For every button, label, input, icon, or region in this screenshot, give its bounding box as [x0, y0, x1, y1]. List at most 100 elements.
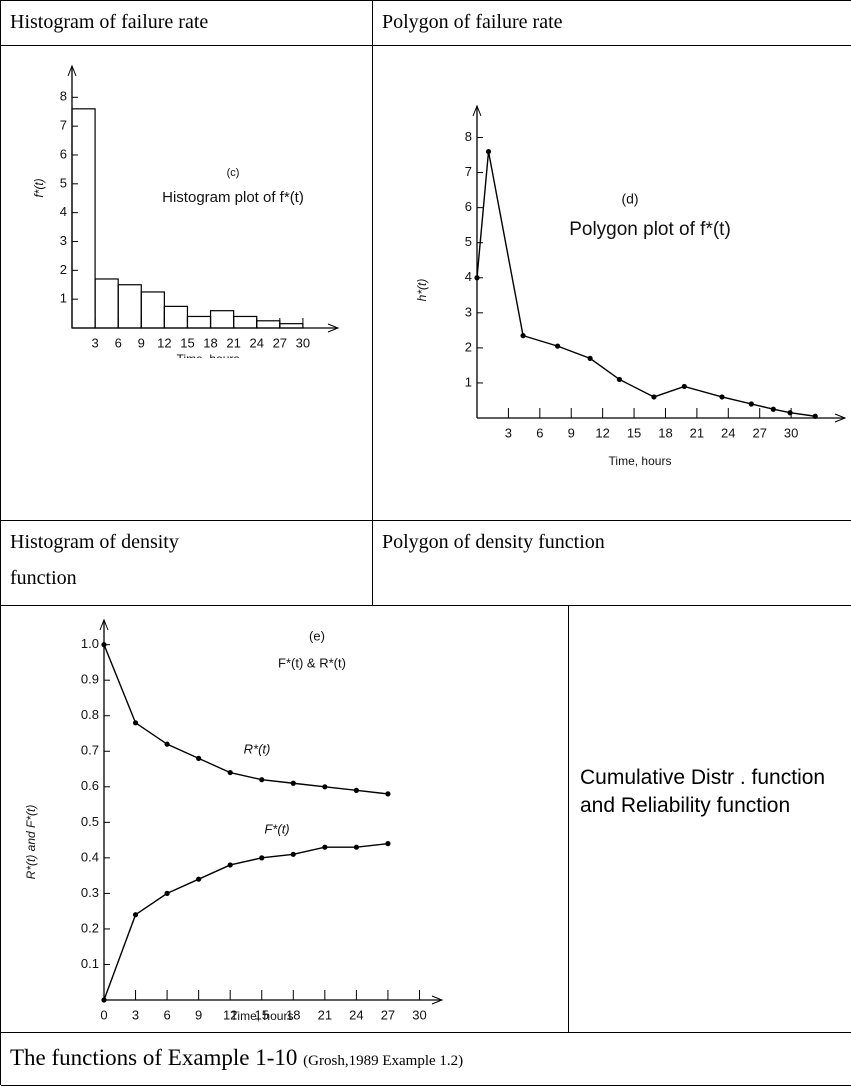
y-tick-label: 1.0 [81, 636, 99, 651]
y-tick-label: 2 [60, 262, 67, 277]
point [101, 997, 107, 1003]
x-tick-label: 3 [132, 1007, 139, 1022]
y-tick-label: 0.9 [81, 672, 99, 687]
y-tick-label: 0.2 [81, 920, 99, 935]
point [196, 876, 202, 882]
x-tick-label: 21 [690, 425, 704, 440]
y-tick-label: 0.7 [81, 743, 99, 758]
y-tick-label: 1 [465, 374, 472, 389]
cell: Polygon of density function [373, 521, 851, 606]
point [353, 787, 359, 793]
point [651, 394, 657, 400]
x-tick-label: 18 [203, 335, 217, 350]
x-tick-label: 15 [255, 1007, 269, 1022]
series-label: F*(t) [264, 821, 289, 836]
arrow [431, 995, 444, 1005]
point [290, 851, 296, 857]
y-tick-label: 2 [465, 339, 472, 354]
point [485, 148, 492, 155]
line [103, 842, 389, 1001]
arrow [834, 413, 847, 423]
x-tick-label: 12 [595, 425, 609, 440]
point [101, 642, 107, 648]
x-tick-label: 18 [286, 1007, 300, 1022]
point [587, 355, 593, 361]
y-tick-label: 6 [465, 199, 472, 214]
point [474, 275, 480, 281]
y-tick-label: 4 [465, 269, 472, 284]
x-axis-label: Time, hours [231, 1009, 294, 1023]
bar [117, 284, 142, 329]
series-label: R*(t) [244, 741, 271, 756]
x-tick-label: 6 [163, 1007, 170, 1022]
x-tick-label: 30 [296, 335, 310, 350]
bar [256, 320, 281, 329]
point [353, 844, 359, 850]
bar [140, 291, 165, 329]
bar [186, 315, 212, 329]
cell [1, 606, 569, 1033]
annotation: (e) [309, 628, 325, 643]
y-tick-label: 0.6 [81, 778, 99, 793]
bar [209, 310, 235, 329]
y-tick-label: 0.1 [81, 956, 99, 971]
annotation: F*(t) & R*(t) [278, 655, 346, 670]
bar [163, 305, 189, 329]
chart: 0.1 0.2 0.3 0.4 0.5 0.6 0.7 0.8 0.9 1.0 0 3 6 9 12 15 18… [24, 618, 444, 1023]
caption: The functions of Example 1-10 (Grosh,198… [1, 1033, 851, 1086]
point [322, 844, 328, 850]
y-tick-label: 4 [60, 204, 67, 219]
arrow [67, 64, 77, 77]
y-tick-label: 0.5 [81, 814, 99, 829]
x-tick-label: 21 [226, 335, 240, 350]
arrow [99, 618, 109, 631]
x-tick-label: 30 [412, 1007, 426, 1022]
point [385, 791, 391, 797]
y-tick-label: 0.3 [81, 885, 99, 900]
x-tick-label: 0 [100, 1007, 107, 1022]
point [385, 841, 391, 847]
bar [94, 278, 119, 329]
x-tick-label: 9 [195, 1007, 202, 1022]
point [164, 741, 170, 747]
x-tick-label: 27 [752, 425, 766, 440]
point [132, 912, 139, 918]
x-tick-label: 6 [536, 425, 543, 440]
point [196, 755, 202, 761]
x-tick-label: 24 [249, 335, 263, 350]
point [290, 780, 296, 786]
y-tick-label: 3 [60, 233, 67, 248]
point [227, 769, 233, 776]
point [132, 720, 139, 726]
point [322, 784, 328, 790]
y-tick-label: 5 [465, 234, 472, 249]
cell: Polygon of failure rate [373, 1, 851, 46]
x-tick-label: 24 [349, 1007, 363, 1022]
x-tick-label: 30 [784, 425, 798, 440]
point [259, 855, 265, 861]
point [748, 401, 754, 407]
x-tick-label: 18 [658, 425, 672, 440]
cell [1, 46, 373, 521]
arrow [472, 104, 482, 117]
x-tick-label: 3 [91, 335, 98, 350]
y-tick-label: 0.8 [81, 707, 99, 722]
x-tick-label: 27 [381, 1007, 395, 1022]
annotation: (d) [621, 191, 638, 207]
x-tick-label: 27 [273, 335, 287, 350]
line [103, 644, 389, 795]
point [681, 383, 687, 390]
y-tick-label: 7 [60, 118, 67, 133]
x-axis-label: Time, hours [609, 454, 672, 468]
bar [233, 315, 258, 329]
point [227, 862, 233, 868]
x-tick-label: 6 [115, 335, 122, 350]
x-tick-label: 15 [627, 425, 641, 440]
y-tick-label: 0.4 [81, 849, 99, 864]
point [812, 413, 818, 419]
point [520, 333, 526, 339]
x-tick-label: 21 [318, 1007, 332, 1022]
y-tick-label: 1 [60, 291, 67, 306]
